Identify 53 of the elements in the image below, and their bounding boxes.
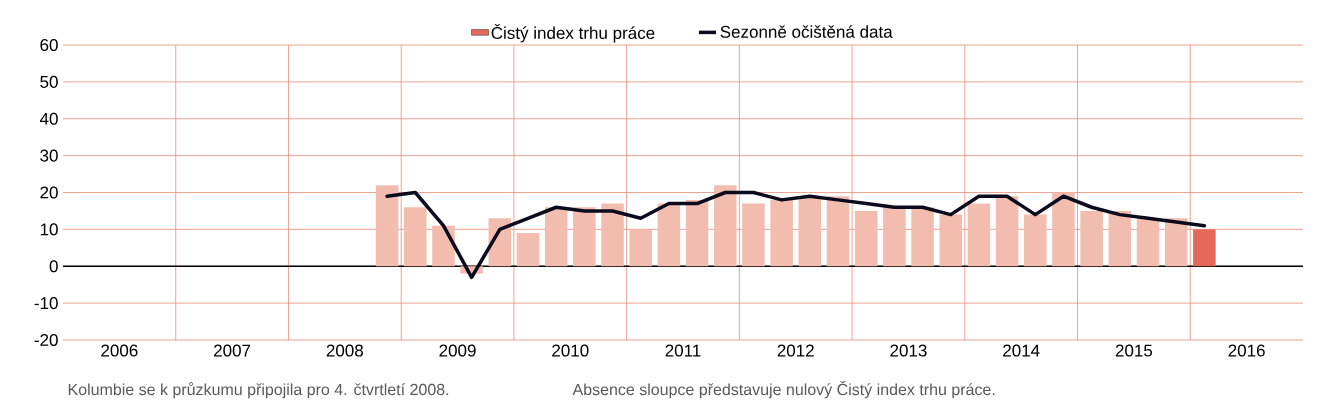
- x-tick-label: 2016: [1228, 344, 1265, 357]
- x-tick-label: 2008: [326, 344, 363, 357]
- x-tick-label: 2012: [777, 344, 814, 357]
- x-tick-label: 2014: [1003, 344, 1040, 357]
- bar: [1193, 229, 1216, 267]
- x-tick-label: 2010: [552, 344, 589, 357]
- bar: [375, 185, 399, 267]
- bar: [911, 207, 934, 267]
- x-tick-label: 2009: [439, 344, 476, 357]
- bar: [432, 225, 455, 267]
- legend-label: Čistý index trhu práce: [491, 24, 655, 43]
- y-tick-label: 50: [40, 75, 58, 88]
- y-tick-label: 40: [39, 112, 58, 125]
- bar: [573, 207, 596, 267]
- bar: [657, 203, 681, 267]
- text: Kolumbie se k průzkumu připojila pro 4. čtvrtletí 2008.: [68, 382, 449, 399]
- bar: [826, 196, 850, 267]
- bar: [404, 207, 427, 267]
- bar: [1024, 214, 1047, 267]
- x-tick-label: 2015: [1115, 344, 1153, 357]
- line-series: [385, 190, 1207, 280]
- x-tick-label: 2006: [101, 344, 138, 357]
- y-tick-label: 10: [40, 223, 58, 236]
- bar: [742, 203, 765, 267]
- bar: [939, 214, 962, 267]
- x-tick-label: 2007: [214, 344, 251, 357]
- bar: [1164, 218, 1188, 267]
- bar: [714, 185, 737, 267]
- bar: [1080, 210, 1103, 267]
- y-tick-label: 60: [40, 38, 58, 52]
- bar: [601, 203, 624, 267]
- bar: [629, 229, 652, 267]
- legend-label: Sezonně očištěná data: [720, 25, 893, 38]
- bar: [1052, 192, 1075, 267]
- x-tick-label: 2011: [665, 344, 701, 357]
- y-tick-label: 30: [40, 149, 58, 162]
- bar: [1136, 218, 1160, 267]
- bar: [544, 207, 568, 267]
- bar: [1108, 210, 1132, 267]
- y-tick-label: 0: [49, 260, 58, 273]
- bar: [854, 210, 878, 267]
- y-tick-label: -10: [34, 297, 58, 310]
- y-tick-label: 20: [40, 186, 58, 199]
- bar: [798, 196, 822, 267]
- bar: [685, 199, 709, 267]
- bar: [967, 203, 991, 267]
- y-tick-label: -20: [34, 333, 58, 347]
- bar: [516, 233, 540, 267]
- x-tick-label: 2013: [890, 344, 927, 357]
- bar: [770, 199, 793, 267]
- text: Absence sloupce představuje nulový Čistý index trhu práce.: [572, 381, 995, 399]
- bar: [883, 207, 906, 267]
- bar: [995, 196, 1019, 267]
